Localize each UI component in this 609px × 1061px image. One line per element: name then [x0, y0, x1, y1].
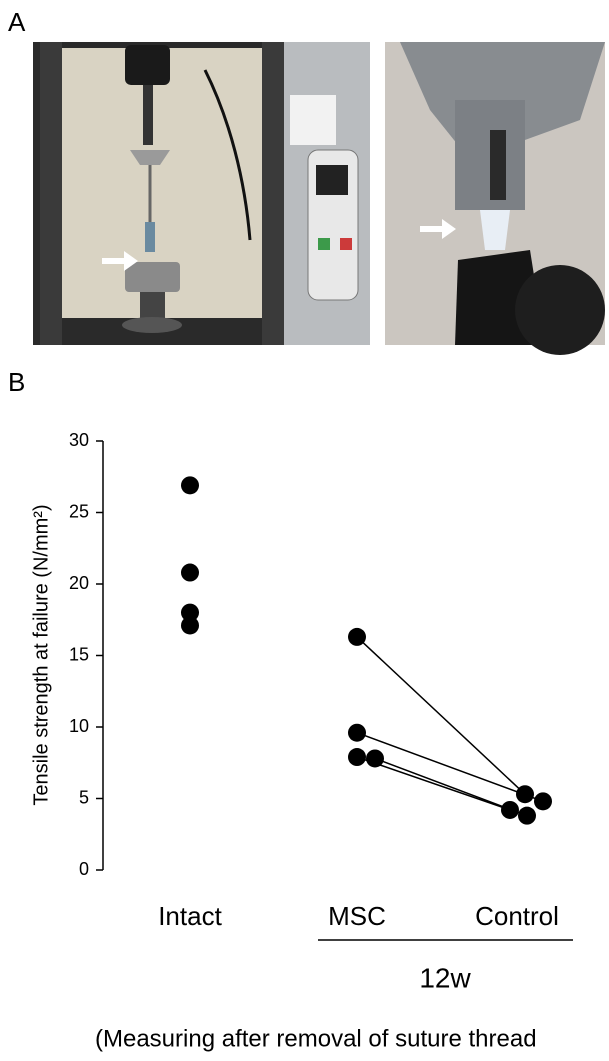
- pair-line: [357, 637, 525, 794]
- y-tick-label: 5: [79, 787, 89, 807]
- panel-label: B: [8, 367, 25, 397]
- photo-testing-machine: [33, 42, 370, 345]
- data-point: [534, 792, 552, 810]
- page: A B Tensile strength at failure (N/: [0, 0, 609, 1061]
- panel-label: A: [8, 7, 26, 37]
- group-label: 12w: [419, 962, 471, 993]
- photo-grip-closeup: [385, 42, 605, 355]
- data-point: [181, 616, 199, 634]
- note: (Measuring after removal of suture threa…: [95, 1025, 537, 1052]
- y-axis-label: Tensile strength at failure (N/mm²): [30, 504, 52, 805]
- data-point: [518, 807, 536, 825]
- data-point: [501, 801, 519, 819]
- data-point: [348, 748, 366, 766]
- y-tick-label: 15: [69, 644, 89, 664]
- x-tick-label: Intact: [158, 901, 222, 931]
- y-tick-label: 0: [79, 859, 89, 879]
- y-tick-label: 30: [69, 430, 89, 450]
- data-point: [366, 749, 384, 767]
- y-tick-label: 25: [69, 501, 89, 521]
- data-point: [348, 628, 366, 646]
- x-tick-label: MSC: [328, 901, 386, 931]
- y-tick-label: 10: [69, 716, 89, 736]
- figure: A B Tensile strength at failure (N/: [0, 0, 609, 1061]
- data-point: [181, 564, 199, 582]
- data-point: [181, 476, 199, 494]
- x-tick-label: Control: [475, 901, 559, 931]
- y-tick-label: 20: [69, 573, 89, 593]
- data-point: [516, 785, 534, 803]
- data-point: [348, 724, 366, 742]
